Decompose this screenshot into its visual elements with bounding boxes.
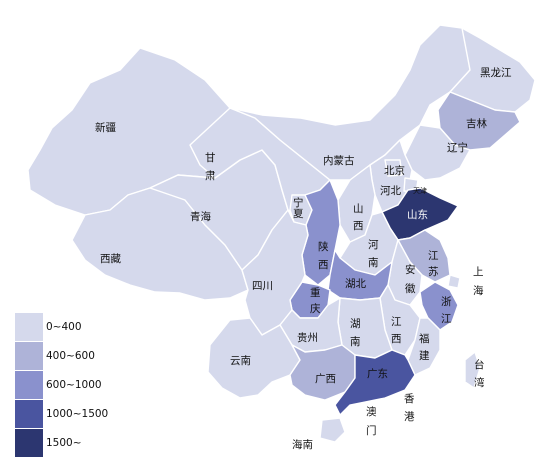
label-shaanxi-1: 陕 — [318, 240, 329, 253]
label-ningxia-2: 夏 — [293, 208, 304, 220]
label-henan-2: 南 — [368, 256, 379, 269]
label-hubei: 湖北 — [345, 278, 366, 290]
label-anhui-1: 安 — [405, 263, 416, 276]
region-jilin[interactable] — [437, 91, 521, 151]
label-chongqing-1: 重 — [310, 286, 321, 299]
region-shanghai[interactable] — [447, 274, 461, 289]
label-qinghai: 青海 — [190, 210, 211, 223]
region-guangdong[interactable] — [334, 349, 416, 416]
region-hainan[interactable] — [319, 417, 346, 443]
label-shanghai-1: 上 — [473, 266, 484, 278]
label-ningxia-1: 宁 — [293, 196, 304, 209]
legend-label: 0~400 — [46, 321, 82, 333]
legend: 0~400 400~600 600~1000 1000~1500 1500~ — [15, 313, 108, 458]
label-sichuan: 四川 — [252, 280, 273, 292]
label-chongqing-2: 庆 — [310, 302, 321, 315]
label-shandong: 山东 — [407, 208, 428, 221]
legend-label: 1000~1500 — [46, 408, 109, 420]
label-guangxi: 广西 — [315, 373, 336, 385]
legend-swatch — [15, 400, 43, 428]
label-xianggang-2: 港 — [404, 411, 415, 423]
label-hebei: 河北 — [380, 185, 401, 197]
label-xinjiang: 新疆 — [95, 121, 116, 134]
label-jiangsu-2: 苏 — [428, 265, 439, 278]
legend-item[interactable]: 0~400 — [15, 313, 103, 341]
legend-label: 600~1000 — [46, 379, 102, 391]
label-tianjin: 天津 — [413, 187, 427, 195]
label-fujian-1: 福 — [419, 332, 430, 345]
label-jiangsu-1: 江 — [428, 250, 439, 262]
label-hainan: 海南 — [292, 438, 313, 451]
legend-label: 1500~ — [46, 437, 82, 449]
label-jilin: 吉林 — [466, 117, 487, 130]
label-beijing: 北京 — [384, 164, 405, 177]
label-guizhou: 贵州 — [297, 331, 318, 344]
label-zhejiang-2: 江 — [441, 313, 452, 325]
label-taiwan-1: 台 — [474, 358, 485, 371]
label-xianggang-1: 香 — [404, 393, 415, 405]
region-heilongjiang[interactable] — [449, 27, 536, 113]
label-gansu-1: 甘 — [205, 151, 216, 164]
region-zhejiang[interactable] — [419, 281, 459, 331]
label-henan-1: 河 — [368, 239, 379, 251]
label-shanxi-2: 西 — [353, 220, 364, 232]
legend-item[interactable]: 1000~1500 — [15, 400, 108, 428]
label-anhui-2: 徽 — [405, 282, 416, 295]
legend-item[interactable]: 400~600 — [15, 342, 103, 370]
legend-swatch — [15, 371, 43, 399]
label-shaanxi-2: 西 — [318, 259, 329, 271]
label-zhejiang-1: 浙 — [441, 296, 452, 308]
label-liaoning: 辽宁 — [447, 141, 468, 154]
label-shanxi-1: 山 — [353, 203, 364, 215]
label-aomen-1: 澳 — [366, 405, 377, 418]
label-shanghai-2: 海 — [473, 284, 484, 297]
region-taiwan[interactable] — [464, 351, 481, 389]
label-taiwan-2: 湾 — [474, 376, 485, 389]
label-jiangxi-1: 江 — [391, 316, 402, 328]
legend-swatch — [15, 342, 43, 370]
legend-label: 400~600 — [46, 350, 95, 362]
label-hunan-2: 南 — [350, 335, 361, 348]
legend-swatch — [15, 429, 43, 457]
legend-swatch — [15, 313, 43, 341]
label-yunnan: 云南 — [230, 354, 251, 367]
region-beijing[interactable] — [384, 159, 403, 177]
label-xizang: 西藏 — [100, 253, 121, 265]
legend-item[interactable]: 600~1000 — [15, 371, 103, 399]
label-guangdong: 广东 — [367, 367, 388, 380]
label-hunan-1: 湖 — [350, 318, 361, 330]
legend-item[interactable]: 1500~ — [15, 429, 103, 457]
label-heilongjiang: 黑龙江 — [480, 66, 512, 79]
label-fujian-2: 建 — [419, 349, 430, 362]
label-gansu-2: 肃 — [205, 170, 216, 182]
label-jiangxi-2: 西 — [391, 333, 402, 345]
label-aomen-2: 门 — [366, 424, 377, 437]
region-sichuan[interactable] — [241, 209, 309, 336]
label-neimenggu: 内蒙古 — [323, 154, 355, 167]
region-hubei[interactable] — [327, 249, 393, 301]
